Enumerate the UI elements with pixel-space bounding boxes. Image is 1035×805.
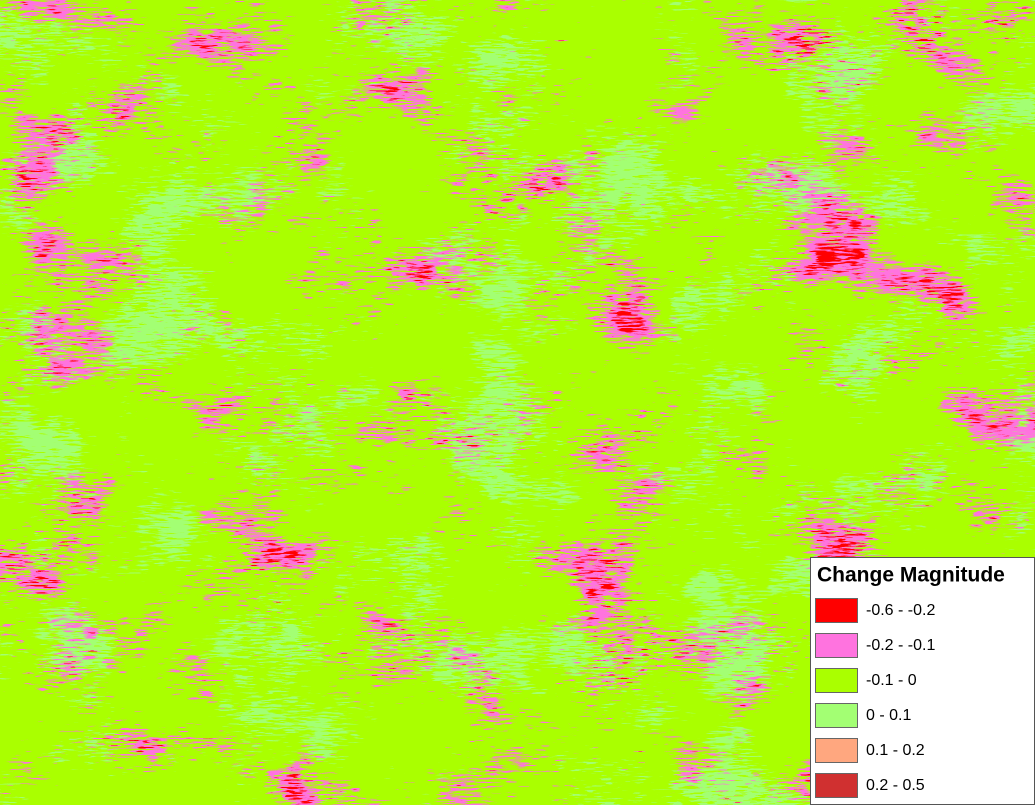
legend-label: 0.2 - 0.5: [866, 777, 925, 794]
legend: Change Magnitude -0.6 - -0.2 -0.2 - -0.1 -…: [811, 558, 1035, 805]
legend-label: -0.1 - 0: [866, 672, 917, 689]
legend-swatch: [816, 669, 858, 693]
legend-swatch: [816, 774, 858, 798]
legend-label: 0 - 0.1: [866, 707, 911, 724]
legend-label: -0.6 - -0.2: [866, 602, 935, 619]
legend-swatch: [816, 739, 858, 763]
legend-title: Change Magnitude: [817, 564, 1005, 587]
map-page: Change Magnitude -0.6 - -0.2 -0.2 - -0.1 -…: [0, 0, 1035, 805]
legend-label: -0.2 - -0.1: [866, 637, 935, 654]
legend-swatch: [816, 634, 858, 658]
legend-swatch: [816, 704, 858, 728]
legend-label: 0.1 - 0.2: [866, 742, 925, 759]
legend-swatch: [816, 599, 858, 623]
change-raster: [8, 10, 805, 805]
